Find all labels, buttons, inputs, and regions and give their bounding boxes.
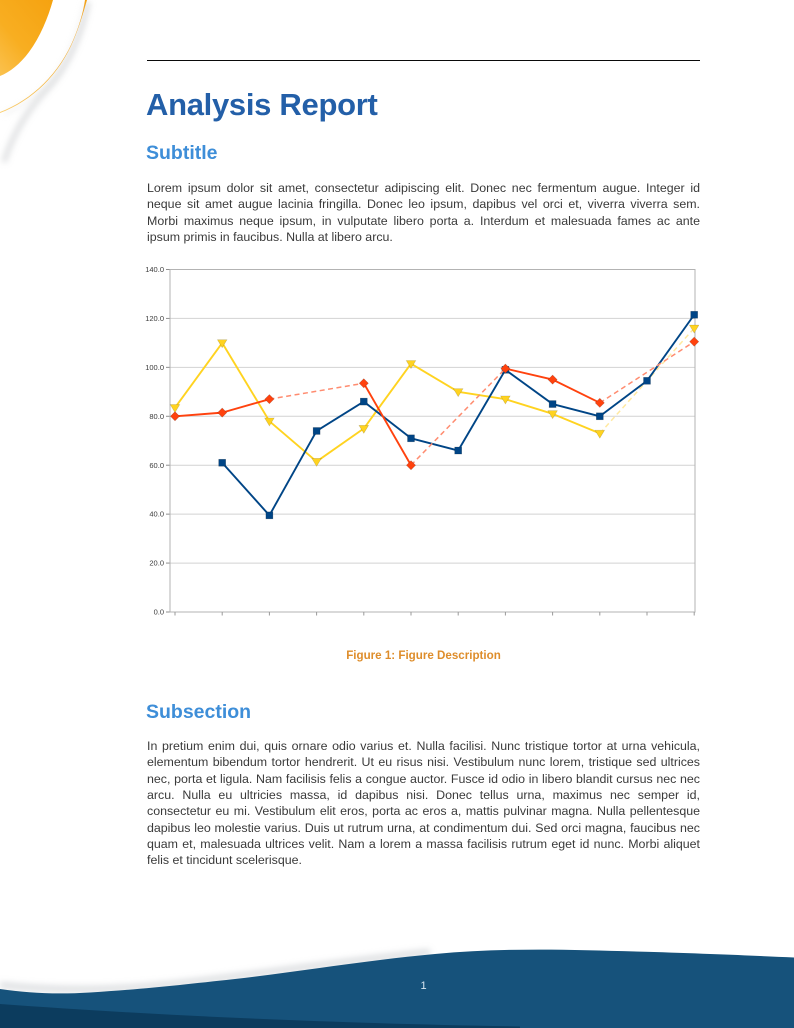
svg-text:120.0: 120.0 xyxy=(145,314,164,323)
page-number: 1 xyxy=(420,980,427,992)
figure: 0.0 20.0 40.0 60.0 80.0 100.0 120.0 140.0 xyxy=(139,257,700,625)
footer-wave-decoration xyxy=(0,949,794,1028)
page-title: Analysis Report xyxy=(146,87,378,122)
footer-wave-shadow xyxy=(0,949,431,992)
line-chart: 0.0 20.0 40.0 60.0 80.0 100.0 120.0 140.0 xyxy=(145,265,700,617)
subsection-paragraph: In pretium enim dui, quis ornare odio va… xyxy=(147,739,700,868)
white-swoosh-shape xyxy=(0,0,85,112)
svg-text:40.0: 40.0 xyxy=(149,510,164,519)
section-heading-subsection: Subsection xyxy=(146,701,252,723)
footer-wave-dark-layer xyxy=(0,1004,520,1028)
svg-text:100.0: 100.0 xyxy=(145,363,164,372)
corner-swoosh-decoration xyxy=(0,0,91,163)
figure-caption: Figure 1: Figure Description xyxy=(346,649,501,662)
swoosh-shadow xyxy=(1,1,91,163)
svg-text:60.0: 60.0 xyxy=(149,461,164,470)
intro-paragraph: Lorem ipsum dolor sit amet, consectetur … xyxy=(147,181,700,245)
svg-text:20.0: 20.0 xyxy=(149,559,164,568)
section-heading-subtitle: Subtitle xyxy=(146,142,218,164)
header-rule xyxy=(147,60,700,61)
svg-text:0.0: 0.0 xyxy=(154,608,164,617)
svg-text:80.0: 80.0 xyxy=(149,412,164,421)
footer-wave-main xyxy=(0,949,794,1028)
swoosh-inner-shadow xyxy=(3,1,86,115)
svg-text:140.0: 140.0 xyxy=(145,265,164,274)
